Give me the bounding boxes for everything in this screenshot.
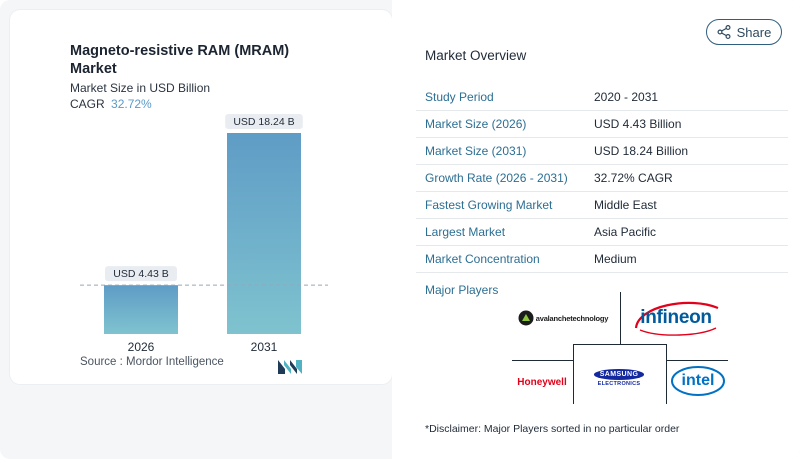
honeywell-logo: Honeywell: [512, 374, 572, 390]
overview-row-largest-market: Largest Market Asia Pacific: [416, 219, 788, 246]
cagr-line: CAGR 32.72%: [70, 97, 152, 111]
share-label: Share: [736, 24, 772, 40]
samsung-wordmark: SAMSUNG: [593, 369, 645, 380]
overview-row-market-size-2031: Market Size (2031) USD 18.24 Billion: [416, 138, 788, 165]
disclaimer-text: *Disclaimer: Major Players sorted in no …: [425, 423, 680, 435]
samsung-electronics-text: ELECTRONICS: [597, 381, 641, 387]
overview-key: Growth Rate (2026 - 2031): [425, 171, 568, 185]
x-tick-label: 2031: [251, 340, 278, 354]
overview-value: USD 18.24 Billion: [594, 144, 689, 158]
players-divider: [573, 344, 574, 404]
bar-2031: [227, 133, 301, 334]
players-divider: [573, 344, 667, 345]
intel-wordmark: intel: [681, 372, 715, 389]
bar-2026: [104, 285, 178, 334]
overview-value: 2020 - 2031: [594, 90, 659, 104]
infineon-swoosh-icon: [634, 301, 719, 336]
cagr-value: 32.72%: [111, 97, 152, 111]
avalanche-mark-icon: [518, 310, 534, 326]
avalanche-wordmark: avalanchetechnology: [535, 313, 609, 323]
overview-key: Market Size (2031): [425, 144, 527, 158]
chart-subtitle: Market Size in USD Billion: [70, 81, 211, 95]
intel-logo: intel: [670, 364, 726, 398]
value-label-background: [105, 266, 177, 282]
overview-key: Market Concentration: [425, 252, 540, 266]
mordor-intelligence-logo-icon: [278, 360, 302, 374]
x-tick-label: 2026: [128, 340, 155, 354]
infineon-wordmark: infineon: [640, 307, 712, 328]
source-text: Source : Mordor Intelligence: [80, 356, 224, 368]
overview-title: Market Overview: [425, 48, 527, 63]
avalanche-technology-logo: avalanchetechnology: [515, 308, 611, 328]
overview-row-growth-rate: Growth Rate (2026 - 2031) 32.72% CAGR: [416, 165, 788, 192]
value-label-background: [225, 114, 303, 129]
value-label: USD 18.24 B: [233, 116, 294, 128]
overview-key: Largest Market: [425, 225, 506, 239]
overview-row-fastest-growing: Fastest Growing Market Middle East: [416, 192, 788, 219]
overview-row-study-period: Study Period 2020 - 2031: [416, 84, 788, 111]
overview-row-market-size-2026: Market Size (2026) USD 4.43 Billion: [416, 111, 788, 138]
overview-value: Asia Pacific: [594, 225, 657, 239]
honeywell-wordmark: Honeywell: [517, 376, 567, 388]
overview-key: Fastest Growing Market: [425, 198, 553, 212]
players-divider: [666, 344, 667, 404]
overview-value: Middle East: [594, 198, 657, 212]
share-icon: [717, 25, 731, 39]
intel-swoosh-icon: [671, 366, 725, 396]
overview-value: 32.72% CAGR: [594, 171, 673, 185]
overview-value: USD 4.43 Billion: [594, 117, 682, 131]
major-players-label: Major Players: [425, 283, 499, 297]
value-label: USD 4.43 B: [113, 268, 168, 280]
infineon-logo: infineon: [630, 298, 722, 338]
overview-table: Study Period 2020 - 2031 Market Size (20…: [416, 84, 788, 273]
overview-panel: [392, 0, 800, 459]
overview-row-concentration: Market Concentration Medium: [416, 246, 788, 273]
overview-key: Study Period: [425, 90, 494, 104]
bar-chart: USD 4.43 B 2026 USD 18.24 B 2031: [80, 114, 328, 354]
players-divider: [620, 292, 621, 344]
samsung-electronics-logo: SAMSUNG ELECTRONICS: [584, 366, 654, 390]
share-button[interactable]: Share: [706, 19, 782, 45]
chart-title: Magneto-resistive RAM (MRAM) Market: [70, 43, 290, 77]
overview-value: Medium: [594, 252, 637, 266]
players-divider: [666, 360, 728, 361]
cagr-label: CAGR: [70, 97, 105, 111]
overview-key: Market Size (2026): [425, 117, 527, 131]
players-divider: [512, 360, 574, 361]
chart-card: [10, 10, 392, 384]
